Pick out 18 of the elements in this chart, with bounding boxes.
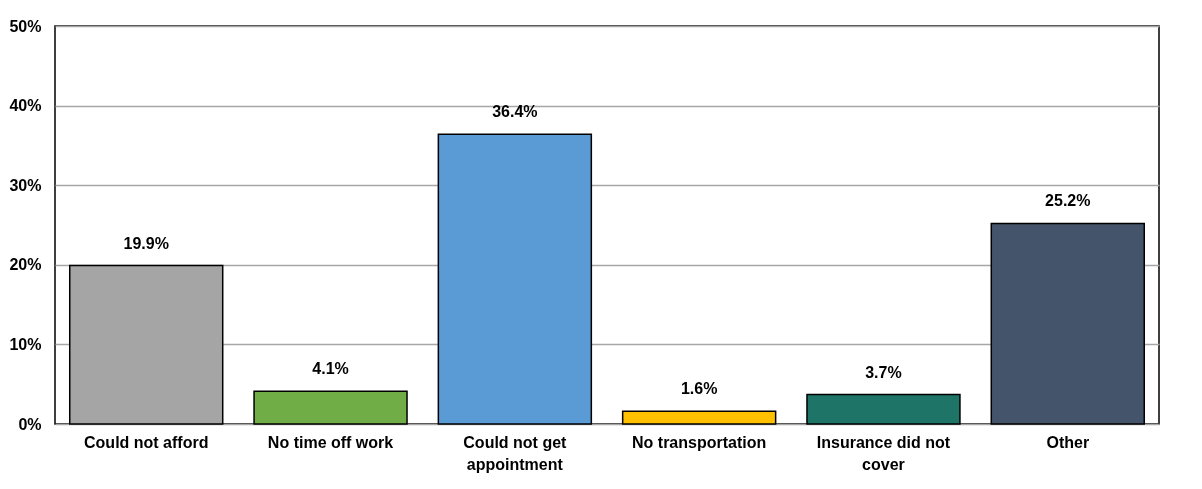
y-tick-label: 20% <box>9 256 42 274</box>
data-label: 25.2% <box>1045 192 1091 210</box>
data-label: 4.1% <box>312 360 349 378</box>
y-tick-label: 30% <box>9 176 42 194</box>
y-tick-label: 40% <box>9 97 42 115</box>
data-label: 36.4% <box>492 103 538 121</box>
y-tick-label: 0% <box>18 415 42 433</box>
x-tick-label: Other <box>1046 433 1090 451</box>
x-tick-label: No transportation <box>632 433 767 451</box>
x-tick-label: No time off work <box>267 433 394 451</box>
data-label: 19.9% <box>123 234 169 252</box>
x-tick-label: Could not get appointment <box>463 433 568 473</box>
x-tick-label: Could not afford <box>84 433 209 451</box>
data-label: 1.6% <box>680 380 718 398</box>
y-tick-label: 10% <box>9 335 42 353</box>
y-tick-label: 50% <box>9 17 42 35</box>
data-label: 3.7% <box>865 363 902 381</box>
x-tick-label: Insurance did not cover <box>816 433 951 473</box>
